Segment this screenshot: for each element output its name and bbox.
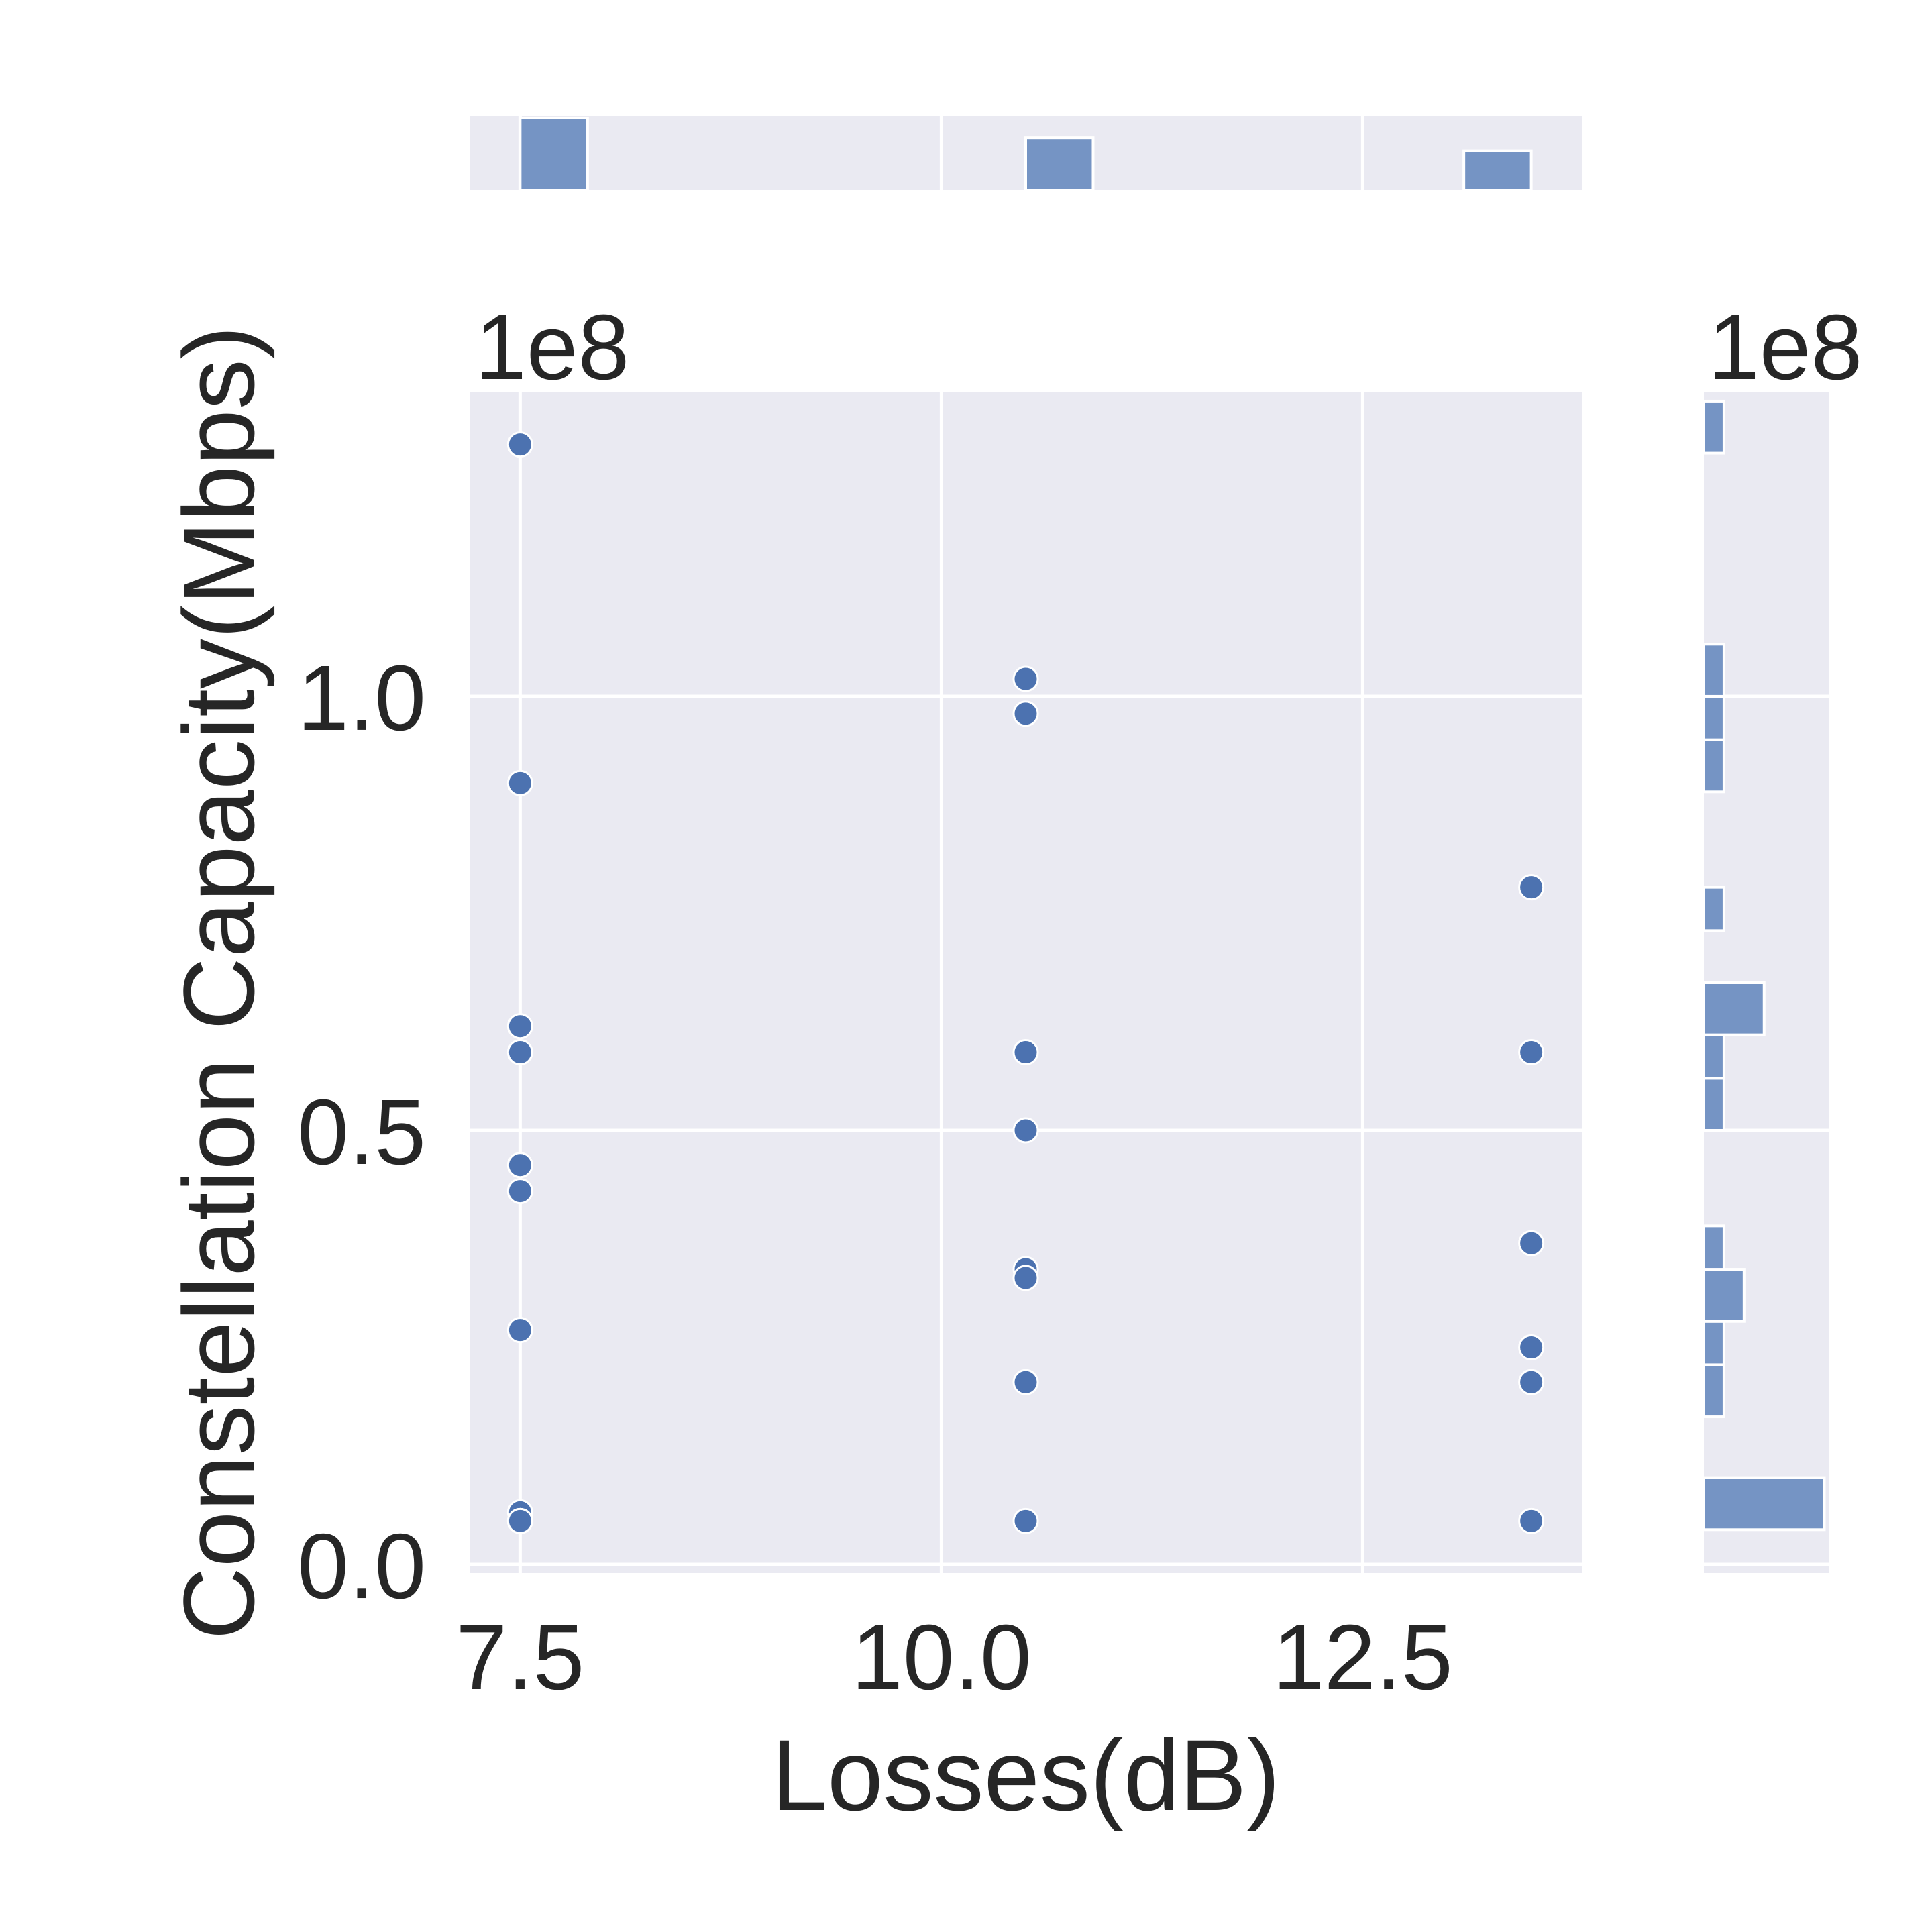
- scatter-gridlines: [470, 392, 1582, 1573]
- marginal-x-bar: [1024, 136, 1095, 192]
- scatter-point: [1012, 1039, 1039, 1066]
- marginal-y-bar: [1703, 1224, 1725, 1271]
- scatter-point: [1518, 1334, 1545, 1361]
- scatter-points: [506, 431, 1545, 1534]
- y-tick-labels: 0.0 0.5 1.0: [297, 647, 426, 1618]
- scatter-point: [506, 1013, 533, 1040]
- scatter-point: [1012, 1265, 1039, 1291]
- marginal-y-bar: [1703, 399, 1725, 455]
- marginal-y-bar: [1703, 1363, 1725, 1419]
- scatter-background: [470, 392, 1582, 1573]
- scatter-point: [1012, 1507, 1039, 1534]
- scatter-point: [1518, 874, 1545, 901]
- scatter-point: [506, 431, 533, 458]
- y-tick-label: 0.5: [297, 1081, 426, 1184]
- scatter-point: [1012, 700, 1039, 727]
- scatter-point: [1518, 1507, 1545, 1534]
- marginal-x-bar: [1462, 149, 1533, 192]
- y-tick-label: 1.0: [297, 647, 426, 750]
- marginal-x-bar: [519, 117, 589, 191]
- marginal-y-bar: [1703, 1268, 1746, 1323]
- marginal-y-bar: [1703, 738, 1725, 794]
- scatter-point: [506, 769, 533, 796]
- scatter-point: [506, 1152, 533, 1179]
- x-tick-label: 7.5: [455, 1606, 584, 1709]
- x-tick-label: 12.5: [1273, 1606, 1453, 1709]
- marginal-y-bar: [1703, 643, 1725, 698]
- marginal-y-histogram: 1e8: [1703, 296, 1862, 1573]
- marginal-y-bar: [1703, 694, 1725, 741]
- marginal-y-bar: [1703, 1320, 1725, 1366]
- marginal-y-bar: [1703, 1077, 1725, 1132]
- scatter-point: [1012, 1117, 1039, 1144]
- marginal-y-bar: [1703, 885, 1725, 932]
- scatter-point: [1518, 1039, 1545, 1066]
- scatter-panel: 7.5 10.0 12.5 0.0 0.5 1.0 1e8 Losses(dB) Con…: [162, 296, 1582, 1831]
- x-tick-label: 10.0: [851, 1606, 1032, 1709]
- scatter-point: [1518, 1230, 1545, 1256]
- marginal-y-bars: [1703, 399, 1826, 1532]
- x-axis-label: Losses(dB): [771, 1719, 1281, 1831]
- marginal-x-bars: [519, 117, 1533, 192]
- scatter-point: [506, 1317, 533, 1344]
- marginal-y-bar: [1703, 1033, 1725, 1080]
- x-tick-labels: 7.5 10.0 12.5: [455, 1606, 1452, 1709]
- y-offset-label: 1e8: [475, 296, 629, 399]
- marginal-y-bar: [1703, 981, 1766, 1036]
- scatter-point: [506, 1178, 533, 1205]
- scatter-point: [1518, 1368, 1545, 1395]
- scatter-point: [506, 1039, 533, 1066]
- scatter-point: [1012, 1368, 1039, 1395]
- marginal-y-offset-label: 1e8: [1708, 296, 1862, 399]
- marginal-x-histogram: [470, 116, 1582, 192]
- scatter-point: [1012, 665, 1039, 692]
- scatter-point: [506, 1507, 533, 1534]
- y-tick-label: 0.0: [297, 1515, 426, 1618]
- marginal-y-bar: [1703, 1476, 1826, 1532]
- y-axis-label: Constellation Capacity(Mbps): [162, 325, 275, 1640]
